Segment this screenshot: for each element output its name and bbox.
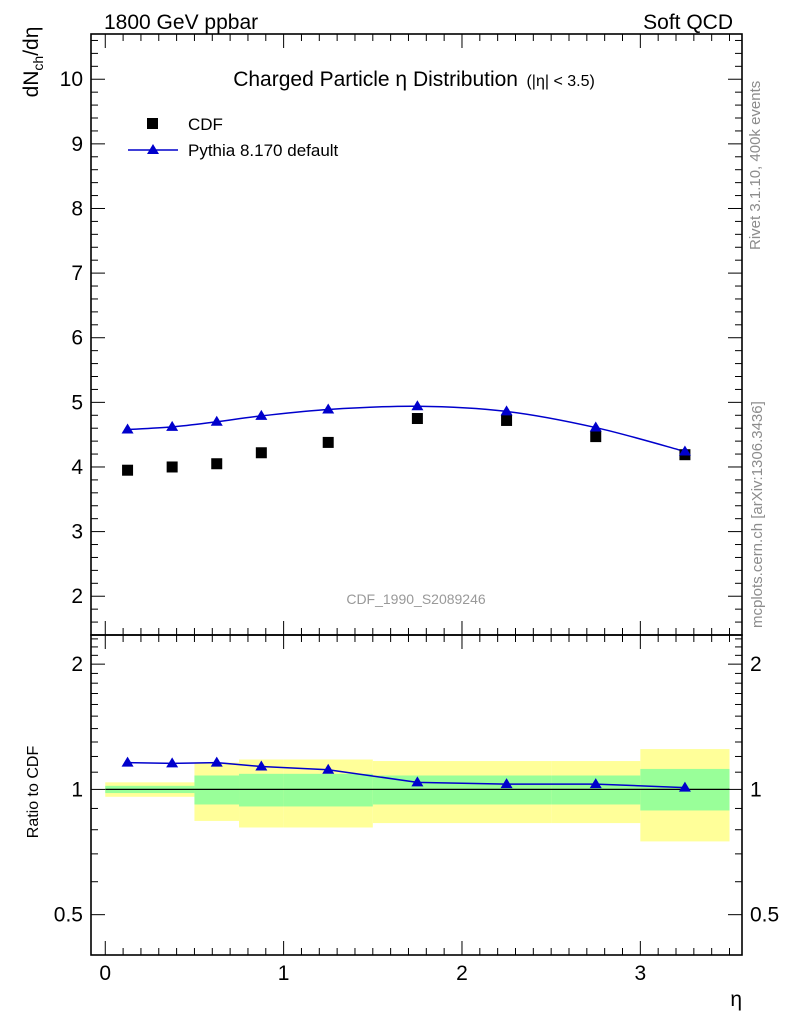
main-ytick-label: 7 [71, 262, 83, 285]
cdf-point [166, 461, 178, 473]
cdf-point [255, 447, 267, 459]
ratio-frame [90, 634, 743, 956]
ratio-point [210, 756, 223, 767]
pythia-point [589, 421, 602, 432]
pythia-point [322, 403, 335, 414]
ratio-ytick-label-right: 0.5 [750, 904, 779, 927]
ratio-series [121, 756, 691, 792]
cdf-point [411, 413, 423, 425]
ratio-point [678, 781, 691, 792]
ratio-point [121, 756, 134, 767]
chart-title-cut: (|η| < 3.5) [526, 73, 594, 90]
ratio-ytick-label-right: 2 [750, 653, 762, 676]
main-ytick-label: 9 [71, 133, 83, 156]
pythia-point [411, 400, 424, 411]
main-y-axis-label: dNch/dη [20, 27, 46, 98]
xtick-label: 2 [456, 962, 468, 985]
header-right: Soft QCD [643, 11, 733, 34]
main-ytick-label: 4 [71, 456, 83, 479]
chart-title-main: Charged Particle η Distribution [233, 68, 518, 91]
xtick-label: 3 [634, 962, 646, 985]
main-ytick-label: 8 [71, 197, 83, 220]
ratio-ytick-label-right: 1 [750, 778, 762, 801]
ratio-ytick-label-left: 2 [71, 653, 83, 676]
ratio-band-inner-2 [239, 773, 284, 807]
ratio-point [500, 778, 513, 789]
xtick-label: 1 [278, 962, 290, 985]
x-axis-label: η [730, 988, 742, 1011]
main-series [121, 400, 691, 476]
pythia-point [255, 409, 268, 420]
cdf-point [322, 436, 334, 448]
main-ytick-label: 3 [71, 521, 83, 544]
analysis-tag: CDF_1990_S2089246 [346, 591, 486, 607]
main-axes: 2 3 4 5 6 7 8 9 10 [60, 33, 743, 636]
ratio-point [411, 776, 424, 787]
main-ytick-label: 10 [60, 68, 83, 91]
legend: CDF Pythia 8.170 default [128, 115, 339, 160]
pythia-point [500, 405, 513, 416]
chart-title: Charged Particle η Distribution (|η| < 3… [233, 68, 595, 91]
ratio-point [166, 757, 179, 768]
ratio-axes: 0 1 2 3 0.5 0.5 1 1 2 2 [54, 634, 779, 985]
pythia-point [210, 415, 223, 426]
cdf-point [122, 464, 134, 476]
pythia-point [678, 445, 691, 456]
ratio-point [322, 763, 335, 774]
cdf-point [501, 414, 513, 426]
ratio-ytick-label-left: 1 [71, 778, 83, 801]
mcplots-label: mcplots.cern.ch [arXiv:1306.3436] [749, 401, 766, 628]
ratio-y-axis-label: Ratio to CDF [25, 746, 42, 839]
rivet-version-label: Rivet 3.1.10, 400k events [747, 81, 764, 250]
header-left: 1800 GeV ppbar [104, 11, 258, 34]
legend-pythia-label: Pythia 8.170 default [188, 141, 339, 160]
pythia-point [166, 420, 179, 431]
ratio-point [255, 760, 268, 771]
ratio-band-inner-3 [283, 773, 373, 807]
xtick-label: 0 [99, 962, 111, 985]
pythia-point [121, 423, 134, 434]
pythia-line [127, 405, 686, 453]
cdf-point [590, 431, 602, 443]
legend-cdf-marker [147, 118, 158, 129]
cdf-point [211, 458, 223, 470]
main-ytick-label: 6 [71, 327, 83, 350]
main-ytick-label: 5 [71, 391, 83, 414]
main-ytick-label: 2 [71, 585, 83, 608]
legend-pythia-marker [147, 144, 159, 154]
legend-cdf-label: CDF [188, 115, 223, 134]
ratio-ytick-label-left: 0.5 [54, 904, 83, 927]
ratio-point [589, 778, 602, 789]
